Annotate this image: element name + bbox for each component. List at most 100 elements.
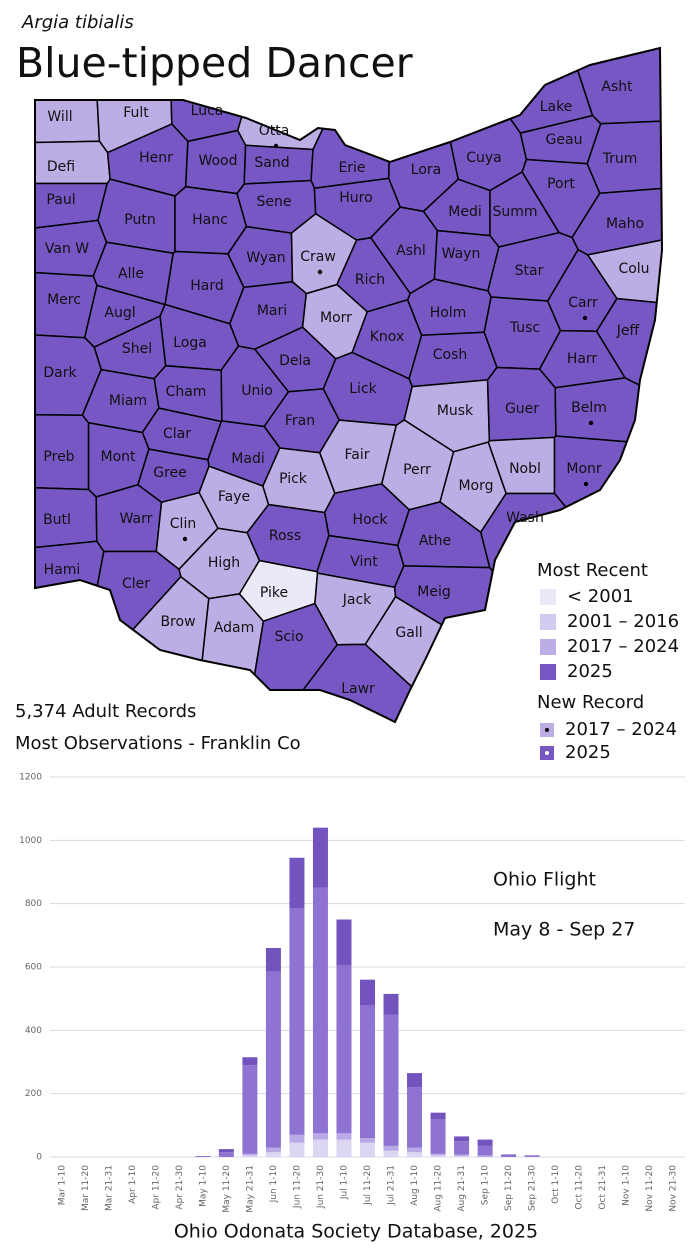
bar-segment	[265, 1147, 281, 1153]
x-tick-label: Nov 11-20	[645, 1165, 655, 1212]
bar-segment	[312, 887, 328, 1134]
county-label: Star	[515, 263, 544, 279]
x-tick-label: Apr 1-10	[128, 1165, 138, 1204]
county-label: Lick	[349, 381, 377, 397]
x-tick-label: Nov 1-10	[622, 1165, 632, 1206]
county-label: Hard	[190, 278, 224, 294]
county-label: Faye	[218, 489, 250, 505]
x-tick-label: Jun 1-10	[269, 1165, 279, 1204]
county-label: Cosh	[433, 347, 468, 363]
bar-segment	[312, 827, 328, 888]
bar-segment	[242, 1153, 258, 1156]
county	[554, 377, 662, 449]
county-label: Lake	[540, 99, 573, 115]
county-label: Meig	[417, 584, 450, 600]
county-label: Port	[547, 176, 575, 192]
x-tick-label: Nov 21-30	[669, 1165, 679, 1212]
county-label: Monr	[566, 461, 602, 477]
county-label: Brow	[160, 614, 195, 630]
county-label: Musk	[437, 403, 474, 419]
bar-segment	[454, 1154, 470, 1157]
county-label: Alle	[118, 266, 144, 282]
legend-label: 2025	[565, 742, 611, 763]
new-record-dot	[317, 269, 323, 275]
county-label: Gree	[153, 465, 187, 481]
legend-label: 2025	[567, 661, 613, 682]
bar-segment	[336, 1139, 352, 1157]
new-record-dot	[273, 143, 279, 149]
x-tick-label: Oct 1-10	[551, 1165, 561, 1204]
county-label: Medi	[448, 204, 481, 220]
y-tick-label: 1200	[19, 773, 42, 783]
county-label: Craw	[300, 249, 336, 265]
county-label: Ross	[269, 528, 301, 544]
x-tick-label: Oct 21-31	[598, 1165, 608, 1210]
county-label: Henr	[139, 150, 173, 166]
legend-swatch	[540, 664, 556, 680]
bar-segment	[265, 971, 281, 1148]
bar-segment	[289, 1134, 305, 1143]
x-tick-label: Sep 21-30	[528, 1165, 538, 1211]
bar-segment	[265, 1152, 281, 1157]
bar-segment	[501, 1155, 517, 1157]
county-label: Sand	[254, 155, 289, 171]
bar-segment	[312, 1133, 328, 1140]
new-record-dot	[582, 315, 588, 321]
county-label: Nobl	[509, 461, 541, 477]
x-tick-label: Sep 11-20	[504, 1165, 514, 1211]
bar-segment	[383, 1014, 399, 1146]
county-label: Jack	[342, 592, 372, 608]
bar-segment	[289, 857, 305, 909]
bar-segment	[407, 1152, 423, 1157]
bar-segment	[430, 1112, 446, 1119]
x-tick-label: Jul 21-31	[387, 1165, 397, 1206]
bar-segment	[360, 1142, 375, 1157]
county-label: Adam	[214, 620, 254, 636]
new-record-dot	[583, 481, 589, 487]
x-tick-label: May 1-10	[198, 1165, 208, 1207]
county-label: Morr	[320, 310, 352, 326]
bar-segment	[407, 1147, 423, 1153]
county-label: Loga	[173, 335, 207, 351]
county-label: Fult	[123, 105, 149, 121]
county-label: Belm	[571, 400, 607, 416]
bar-segment	[195, 1156, 211, 1157]
county-label: Harr	[567, 351, 598, 367]
bar-segment	[407, 1087, 423, 1148]
bar-segment	[383, 1145, 399, 1151]
county-label: Will	[47, 109, 72, 125]
species: Argia tibialis	[21, 12, 134, 33]
bar-segment	[360, 1005, 375, 1138]
county-label: Lawr	[341, 681, 375, 697]
x-tick-label: Jul 11-20	[363, 1165, 373, 1206]
county-label: Guer	[505, 401, 539, 417]
legend-dot	[545, 751, 549, 755]
county-label: Summ	[492, 204, 537, 220]
bar-segment	[336, 1133, 352, 1140]
county-label: Colu	[618, 261, 649, 277]
legend-swatch	[540, 614, 556, 630]
bar-segment	[242, 1155, 258, 1157]
bar-segment	[454, 1136, 470, 1142]
bar-segment	[454, 1141, 470, 1155]
county-label: Madi	[231, 451, 264, 467]
bar-segment	[524, 1156, 540, 1157]
legend-label: 2017 – 2024	[567, 636, 679, 657]
state-outline	[34, 46, 664, 724]
common-name: Blue-tipped Dancer	[16, 39, 413, 87]
county-label: Clin	[170, 516, 196, 532]
bar-segment	[312, 1139, 328, 1157]
bar-segment	[430, 1119, 446, 1154]
bar-segment	[218, 1152, 234, 1157]
county-label: Pick	[279, 471, 308, 487]
stat: 5,374 Adult Records	[15, 701, 196, 722]
county-label: Maho	[606, 216, 644, 232]
county-label: Perr	[403, 462, 431, 478]
legend-dot	[545, 728, 549, 732]
new-record-dot	[588, 420, 594, 426]
bar-segment	[242, 1065, 258, 1154]
x-tick-label: Jul 1-10	[339, 1165, 349, 1200]
bar-segment	[430, 1153, 446, 1156]
bar-segment	[336, 965, 352, 1134]
bar-segment	[383, 993, 399, 1015]
